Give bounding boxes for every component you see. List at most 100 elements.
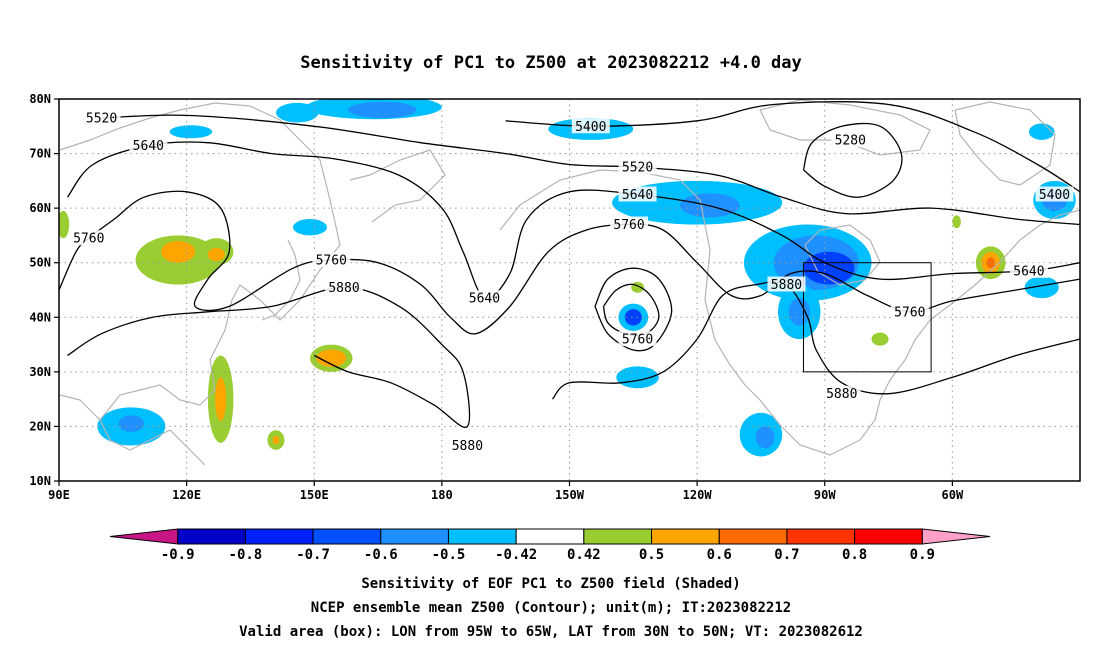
colorbar-label: 0.42 [567,547,601,563]
colorbar-bin-8 [651,528,720,545]
contour-label-bg [129,137,168,153]
lat-tick-label: 50N [29,256,51,270]
latitude-axis: 10N 20N 30N 40N 50N 60N 70N 80N [29,92,59,488]
contour-label: 5760 [316,253,347,268]
lon-tick-label: 150W [555,488,585,502]
contour-label: 5400 [575,120,606,135]
contour-label-bg [1009,262,1048,278]
colorbar-bin-7 [583,528,653,545]
sensitivity-shading [59,99,1076,457]
contour-label-bg [890,303,929,319]
lon-tick-label: 180 [431,488,453,502]
shading-blob-23 [803,251,855,285]
shading-blob-16 [275,102,319,123]
colorbar-bin-12 [921,528,991,545]
shading-blob-25 [788,298,810,326]
contour-label-bg [1035,186,1074,202]
contour-label: 5760 [894,305,925,320]
colorbar-label: -0.6 [364,547,398,563]
lon-tick-label: 120E [172,488,201,502]
colorbar: -0.9 -0.8 -0.7 -0.6 -0.5 -0.42 0.42 0.5 0.6 0.7 0.… [109,528,991,563]
shading-blob-30 [755,426,775,449]
contour-label-bg [69,230,108,246]
colorbar-bin-0 [109,528,179,545]
contour-label: 5640 [133,139,164,154]
shading-blob-10 [59,210,70,239]
lon-tick-label: 90E [48,488,70,502]
contour-label-bg [325,279,364,295]
map-plot-area: 5520 5640 5760 5760 5880 5400 5520 5640 5760 5640… [58,98,1081,482]
shading-blob-1 [161,240,196,263]
lon-tick-label: 150E [300,488,329,502]
colorbar-bin-11 [854,528,923,545]
coastline-alaska [499,169,701,231]
colorbar-bin-4 [380,528,449,545]
coastline-greenland [954,101,1056,186]
shading-blob-12 [118,415,145,432]
colorbar-bin-6 [515,528,585,545]
contour-label: 5520 [86,112,117,127]
contour-label-bg [618,186,657,202]
contour-label-bg [822,385,861,401]
contour-label: 5880 [328,281,359,296]
lat-tick-label: 20N [29,419,51,433]
shading-blob-15 [169,125,213,139]
shading-blob-37 [986,257,995,269]
contour-5640 [66,141,1080,300]
footer-line-3: Valid area (box): LON from 95W to 65W, L… [239,624,863,640]
contour-label: 5760 [73,232,104,247]
shading-blob-33 [1024,276,1059,299]
colorbar-label: -0.7 [296,547,330,563]
coastline-southeast-asia [99,419,206,466]
figure-title: Sensitivity of PC1 to Z500 at 2023082212… [300,53,802,73]
contour-label: 5880 [771,278,802,293]
coastline-asia [59,102,341,421]
contour-label: 5880 [452,439,483,454]
contour-label: 5640 [622,188,653,203]
contour-label-bg [312,251,351,267]
colorbar-bin-2 [244,528,314,545]
contour-5880 [602,283,660,337]
coastline-arctic-islands [759,99,931,156]
footer-line-1: Sensitivity of EOF PC1 to Z500 field (Sh… [361,576,740,592]
contour-5760 [594,267,673,352]
contour-label: 5880 [826,387,857,402]
lat-tick-label: 80N [29,92,51,106]
contour-5760 [59,190,1080,335]
lon-tick-label: 90W [814,488,836,502]
shading-blob-5 [316,349,347,367]
shading-blob-7 [215,377,227,421]
contour-label: 5640 [1013,264,1044,279]
shading-blob-14 [348,101,417,119]
colorbar-label: 0.8 [842,547,867,563]
coastline-hudson-bay [804,224,881,286]
lat-tick-label: 60N [29,201,51,215]
contour-label: 5760 [622,333,653,348]
lon-tick-label: 120W [683,488,713,502]
contour-5880 [67,286,471,428]
colorbar-bin-9 [718,528,788,545]
shading-blob-34 [1028,123,1055,140]
colorbar-bin-5 [447,528,517,545]
contour-label-bg [448,437,487,453]
colorbar-label: -0.5 [432,547,466,563]
coastline-japan [261,239,301,321]
lat-tick-label: 70N [29,147,51,161]
contour-label-bg [767,276,806,292]
colorbar-bin-3 [312,528,382,545]
contour-5280 [802,122,903,198]
colorbar-label: 0.6 [707,547,732,563]
coastline-kamchatka [349,149,446,223]
contour-label: 5760 [613,218,644,233]
contour-label-bg [571,118,610,134]
shading-blob-3 [207,247,225,262]
contour-label: 5280 [835,133,866,148]
coastlines [59,99,1080,466]
contour-label-bg [465,290,504,306]
colorbar-bin-1 [177,528,246,545]
lon-tick-label: 60W [942,488,964,502]
shading-blob-27 [624,309,642,326]
shading-blob-9 [272,435,280,445]
contour-label: 5400 [1039,188,1070,203]
